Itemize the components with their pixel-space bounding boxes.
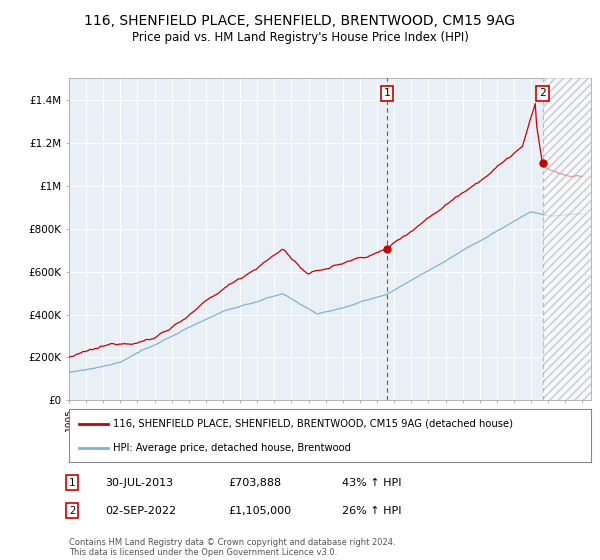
Text: 43% ↑ HPI: 43% ↑ HPI (342, 478, 401, 488)
Text: £1,105,000: £1,105,000 (228, 506, 291, 516)
Text: 30-JUL-2013: 30-JUL-2013 (105, 478, 173, 488)
Text: £703,888: £703,888 (228, 478, 281, 488)
Text: Contains HM Land Registry data © Crown copyright and database right 2024.
This d: Contains HM Land Registry data © Crown c… (69, 538, 395, 557)
Text: 2: 2 (69, 506, 75, 516)
Text: 1: 1 (383, 88, 391, 99)
Text: 116, SHENFIELD PLACE, SHENFIELD, BRENTWOOD, CM15 9AG (detached house): 116, SHENFIELD PLACE, SHENFIELD, BRENTWO… (113, 419, 514, 429)
Bar (542, 78, 591, 400)
Text: Price paid vs. HM Land Registry's House Price Index (HPI): Price paid vs. HM Land Registry's House … (131, 31, 469, 44)
Text: HPI: Average price, detached house, Brentwood: HPI: Average price, detached house, Bren… (113, 442, 352, 452)
Text: 116, SHENFIELD PLACE, SHENFIELD, BRENTWOOD, CM15 9AG: 116, SHENFIELD PLACE, SHENFIELD, BRENTWO… (85, 14, 515, 28)
Polygon shape (542, 78, 591, 400)
Text: 1: 1 (69, 478, 75, 488)
Text: 2: 2 (539, 88, 546, 99)
Text: 26% ↑ HPI: 26% ↑ HPI (342, 506, 401, 516)
Text: 02-SEP-2022: 02-SEP-2022 (105, 506, 176, 516)
